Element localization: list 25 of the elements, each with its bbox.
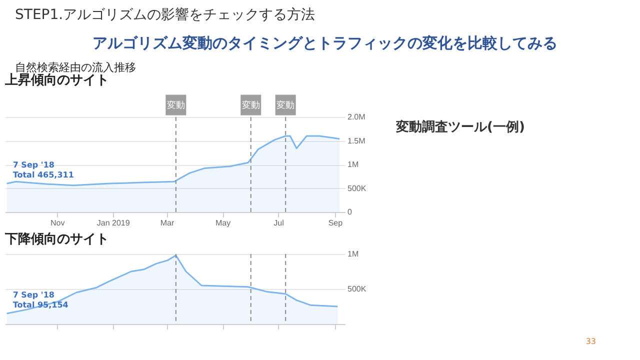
text: 自然検索経由の流入推移	[15, 61, 136, 74]
y-tick-label: 1M	[348, 160, 359, 169]
x-tick-label: Nov	[50, 218, 65, 228]
y-tick-label: 500K	[348, 284, 367, 294]
y-tick-label: 1.5M	[348, 136, 366, 146]
text: 33	[586, 337, 596, 346]
x-tick-label: Mar	[160, 218, 174, 228]
text: アルゴリズム変動のタイミングとトラフィックの変化を比較してみる	[92, 34, 558, 52]
y-tick-label: 2.0M	[348, 112, 366, 122]
ref-line-label: 変動	[242, 100, 260, 111]
y-tick-label: 0	[348, 208, 352, 216]
x-tick-label: Sep	[328, 218, 344, 228]
text: 変動調査ツール(一例)	[395, 119, 525, 135]
x-tick-label: Jan 2019	[96, 218, 130, 228]
chart-title: 下降傾向のサイト	[4, 232, 109, 247]
annotation: 7 Sep '18 Total 465,311	[12, 160, 74, 180]
y-tick-label: 500K	[348, 184, 367, 193]
chart-title: 上昇傾向のサイト	[4, 72, 109, 88]
ref-line-label: 変動	[166, 100, 185, 111]
annotation: 7 Sep '18 Total 95,154	[12, 290, 69, 310]
y-tick-label: 1M	[348, 250, 359, 258]
ref-line-label: 変動	[276, 100, 295, 111]
text: STEP1.アルゴリズムの影響をチェックする方法	[15, 7, 316, 23]
x-tick-label: Jul	[274, 218, 284, 228]
x-tick-label: May	[215, 218, 231, 228]
